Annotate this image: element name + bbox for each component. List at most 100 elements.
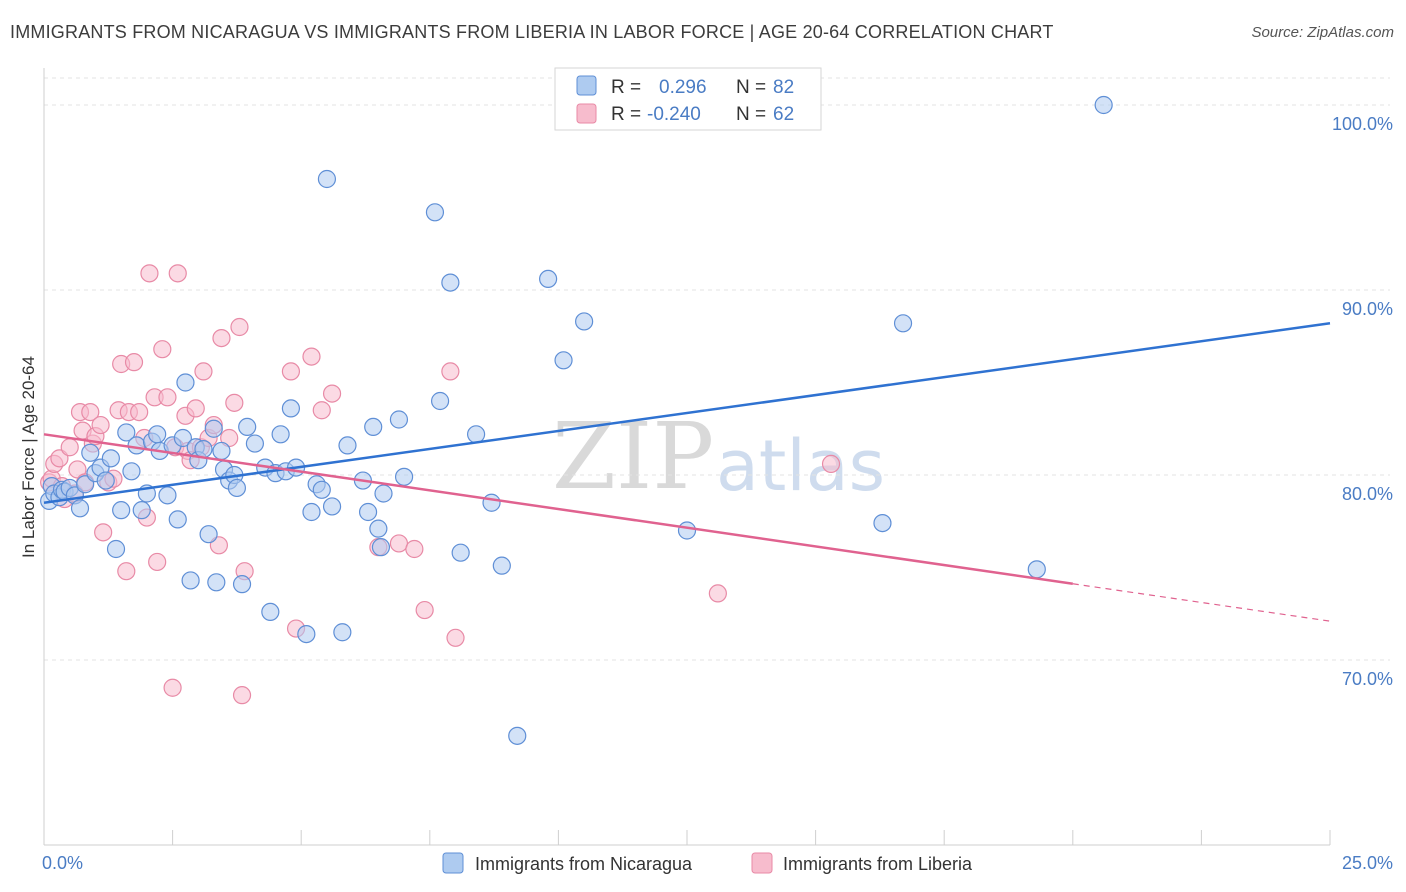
point-nicaragua <box>508 726 527 745</box>
legend-r-label-nicaragua: R = <box>611 77 641 98</box>
point-nicaragua <box>81 443 100 462</box>
point-liberia <box>441 362 460 381</box>
point-liberia <box>117 562 136 581</box>
point-nicaragua <box>575 312 594 331</box>
point-nicaragua <box>893 314 913 333</box>
point-liberia <box>322 384 342 403</box>
point-nicaragua <box>451 543 470 562</box>
point-nicaragua <box>281 399 301 418</box>
point-liberia <box>225 393 244 412</box>
point-liberia <box>281 362 301 381</box>
point-liberia <box>158 388 177 407</box>
point-liberia <box>312 401 331 420</box>
point-nicaragua <box>539 269 558 288</box>
legend-n-value-liberia: 62 <box>773 104 794 125</box>
trend-line-liberia-extension <box>1072 583 1331 622</box>
series-legend: Immigrants from Nicaragua Immigrants fro… <box>442 852 973 874</box>
legend-r-label-liberia: R = <box>611 104 641 125</box>
point-nicaragua <box>173 428 192 448</box>
point-nicaragua <box>112 501 131 520</box>
point-nicaragua <box>441 273 460 292</box>
legend-n-value-nicaragua: 82 <box>773 77 794 98</box>
point-liberia <box>124 353 144 372</box>
point-nicaragua <box>389 410 409 429</box>
point-liberia <box>186 399 205 418</box>
point-nicaragua <box>312 480 331 499</box>
bottom-legend-swatch-liberia <box>751 852 773 874</box>
point-nicaragua <box>492 556 511 575</box>
point-nicaragua <box>199 525 218 544</box>
point-nicaragua <box>297 624 316 644</box>
bottom-legend-label-nicaragua: Immigrants from Nicaragua <box>475 854 693 874</box>
point-nicaragua <box>96 471 115 490</box>
watermark-atlas: atlas <box>716 425 885 507</box>
point-nicaragua <box>122 462 141 481</box>
x-tick-label-max: 25.0% <box>1342 853 1393 873</box>
point-nicaragua <box>106 539 126 559</box>
point-nicaragua <box>70 499 90 518</box>
point-liberia <box>163 678 182 697</box>
point-nicaragua <box>1094 95 1113 115</box>
point-nicaragua <box>148 425 167 444</box>
stats-legend-box <box>554 67 822 131</box>
point-nicaragua <box>338 436 357 455</box>
point-nicaragua <box>132 501 151 520</box>
point-liberia <box>91 415 110 435</box>
y-tick-labels: 70.0% 80.0% 90.0% 100.0% <box>1332 114 1393 689</box>
point-nicaragua <box>369 519 388 538</box>
point-liberia <box>302 347 321 366</box>
point-nicaragua <box>261 602 280 622</box>
point-nicaragua <box>212 441 231 461</box>
point-nicaragua <box>873 513 892 533</box>
point-nicaragua <box>117 423 136 442</box>
point-nicaragua <box>317 169 337 189</box>
point-nicaragua <box>394 467 414 486</box>
point-liberia <box>194 362 213 381</box>
point-nicaragua <box>466 425 486 444</box>
y-tick-label: 80.0% <box>1342 484 1393 504</box>
legend-r-value-liberia: -0.240 <box>647 104 701 125</box>
source-credit: Source: ZipAtlas.com <box>1251 24 1394 41</box>
point-nicaragua <box>207 573 226 592</box>
point-liberia <box>60 438 79 457</box>
point-liberia <box>50 449 69 468</box>
legend-swatch-nicaragua <box>576 75 597 96</box>
point-liberia <box>153 340 172 359</box>
point-nicaragua <box>238 417 257 436</box>
legend-n-label-nicaragua: N = <box>736 77 766 98</box>
point-nicaragua <box>1027 560 1046 579</box>
y-tick-label: 100.0% <box>1332 114 1393 134</box>
x-tick-label-min: 0.0% <box>42 853 83 873</box>
bottom-legend-label-liberia: Immigrants from Liberia <box>783 854 973 874</box>
point-nicaragua <box>482 493 501 512</box>
stats-legend: R = 0.296 N = 82 R = -0.240 N = 62 <box>554 67 822 131</box>
point-nicaragua <box>554 351 573 370</box>
point-nicaragua <box>194 440 213 459</box>
point-liberia <box>389 534 409 553</box>
point-liberia <box>212 329 231 348</box>
point-nicaragua <box>232 575 252 594</box>
point-nicaragua <box>358 502 378 522</box>
point-liberia <box>446 628 465 647</box>
trend-lines <box>43 322 1331 622</box>
point-nicaragua <box>127 436 146 455</box>
point-liberia <box>140 264 159 283</box>
point-nicaragua <box>374 484 393 503</box>
point-liberia <box>708 584 727 603</box>
y-tick-label: 70.0% <box>1342 669 1393 689</box>
x-ticks <box>43 830 1331 845</box>
legend-n-label-liberia: N = <box>736 104 766 125</box>
point-nicaragua <box>271 425 290 444</box>
point-nicaragua <box>245 434 265 453</box>
point-liberia <box>405 539 424 559</box>
bottom-legend-swatch-nicaragua <box>442 852 464 874</box>
point-nicaragua <box>204 419 223 438</box>
y-tick-label: 90.0% <box>1342 299 1393 319</box>
trend-line-liberia <box>43 433 1073 586</box>
point-liberia <box>415 600 434 620</box>
legend-swatch-liberia <box>576 103 597 124</box>
point-liberia <box>230 317 249 337</box>
point-liberia <box>821 454 841 473</box>
point-liberia <box>209 536 228 555</box>
